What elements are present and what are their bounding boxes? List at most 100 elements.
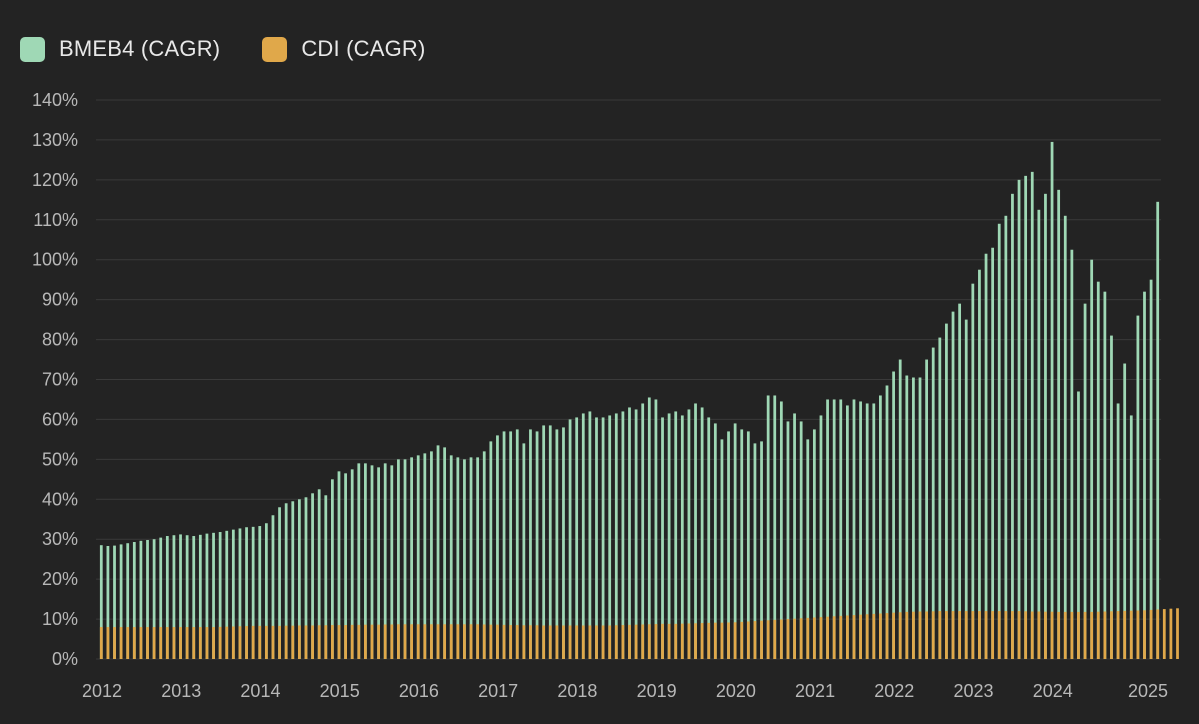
- bar-bmeb4[interactable]: [1077, 391, 1080, 659]
- bar-bmeb4[interactable]: [456, 457, 460, 659]
- bar-cdi[interactable]: [581, 625, 585, 659]
- bar-bmeb4[interactable]: [628, 407, 631, 659]
- bar-bmeb4[interactable]: [614, 413, 618, 659]
- bar-cdi[interactable]: [766, 620, 770, 659]
- bar-cdi[interactable]: [1037, 611, 1041, 659]
- bar-cdi[interactable]: [1129, 610, 1133, 659]
- bar-bmeb4[interactable]: [1070, 249, 1074, 660]
- bar-bmeb4[interactable]: [634, 409, 638, 659]
- bar-bmeb4[interactable]: [297, 499, 301, 659]
- bar-bmeb4[interactable]: [1096, 281, 1100, 659]
- bar-bmeb4[interactable]: [753, 443, 757, 659]
- bar-bmeb4[interactable]: [865, 403, 869, 659]
- bar-bmeb4[interactable]: [146, 540, 149, 659]
- bar-cdi[interactable]: [925, 611, 928, 659]
- bar-bmeb4[interactable]: [621, 411, 625, 659]
- bar-bmeb4[interactable]: [707, 417, 711, 659]
- bar-cdi[interactable]: [773, 619, 777, 659]
- bar-cdi[interactable]: [727, 622, 730, 659]
- bar-cdi[interactable]: [634, 624, 638, 659]
- bar-cdi[interactable]: [509, 625, 513, 659]
- bar-bmeb4[interactable]: [667, 413, 671, 659]
- bar-cdi[interactable]: [469, 624, 473, 659]
- legend-item-cdi[interactable]: CDI (CAGR): [262, 36, 425, 62]
- bar-bmeb4[interactable]: [212, 532, 215, 659]
- bar-bmeb4[interactable]: [733, 423, 737, 659]
- bar-cdi[interactable]: [971, 611, 975, 659]
- bar-cdi[interactable]: [945, 611, 948, 659]
- bar-bmeb4[interactable]: [654, 399, 658, 659]
- bar-cdi[interactable]: [647, 624, 651, 659]
- bar-bmeb4[interactable]: [185, 535, 189, 659]
- bar-cdi[interactable]: [779, 619, 783, 659]
- bar-bmeb4[interactable]: [1090, 259, 1094, 659]
- bar-cdi[interactable]: [515, 625, 519, 659]
- bar-cdi[interactable]: [614, 625, 618, 659]
- bar-cdi[interactable]: [317, 625, 321, 659]
- bar-bmeb4[interactable]: [324, 495, 328, 659]
- bar-bmeb4[interactable]: [152, 539, 156, 659]
- bar-bmeb4[interactable]: [278, 507, 281, 659]
- bar-bmeb4[interactable]: [238, 528, 242, 659]
- bar-bmeb4[interactable]: [449, 455, 453, 659]
- bar-cdi[interactable]: [786, 619, 790, 659]
- bar-cdi[interactable]: [746, 621, 750, 659]
- bar-bmeb4[interactable]: [304, 497, 308, 659]
- bar-cdi[interactable]: [383, 624, 387, 659]
- bar-cdi[interactable]: [482, 624, 486, 659]
- bar-cdi[interactable]: [951, 611, 955, 659]
- bar-cdi[interactable]: [324, 625, 328, 659]
- bar-bmeb4[interactable]: [271, 515, 275, 659]
- bar-bmeb4[interactable]: [925, 359, 928, 659]
- bar-cdi[interactable]: [449, 624, 453, 659]
- bar-bmeb4[interactable]: [839, 399, 843, 659]
- bar-bmeb4[interactable]: [859, 401, 862, 659]
- bar-bmeb4[interactable]: [126, 543, 130, 659]
- bar-bmeb4[interactable]: [515, 429, 519, 659]
- bar-cdi[interactable]: [1063, 611, 1067, 659]
- bar-cdi[interactable]: [364, 624, 367, 659]
- bar-bmeb4[interactable]: [786, 421, 790, 659]
- bar-bmeb4[interactable]: [1044, 193, 1047, 659]
- bar-cdi[interactable]: [1136, 610, 1140, 659]
- bar-bmeb4[interactable]: [812, 429, 816, 659]
- bar-cdi[interactable]: [291, 625, 295, 659]
- bar-cdi[interactable]: [231, 626, 235, 659]
- bar-bmeb4[interactable]: [1083, 303, 1087, 659]
- bar-bmeb4[interactable]: [469, 457, 473, 659]
- bar-bmeb4[interactable]: [687, 409, 691, 659]
- bar-cdi[interactable]: [1050, 611, 1054, 659]
- bar-cdi[interactable]: [898, 612, 902, 659]
- bar-bmeb4[interactable]: [1057, 189, 1061, 659]
- bar-cdi[interactable]: [832, 616, 836, 659]
- bar-cdi[interactable]: [918, 611, 922, 659]
- bar-bmeb4[interactable]: [225, 530, 229, 659]
- bar-bmeb4[interactable]: [548, 425, 552, 659]
- bar-bmeb4[interactable]: [799, 421, 803, 659]
- bar-cdi[interactable]: [713, 622, 717, 659]
- bar-bmeb4[interactable]: [179, 534, 182, 659]
- bar-bmeb4[interactable]: [1037, 209, 1041, 660]
- bar-cdi[interactable]: [146, 627, 149, 659]
- bar-bmeb4[interactable]: [218, 532, 222, 659]
- bar-cdi[interactable]: [984, 611, 988, 659]
- bar-bmeb4[interactable]: [331, 479, 334, 659]
- bar-cdi[interactable]: [575, 625, 579, 659]
- bar-bmeb4[interactable]: [529, 429, 532, 659]
- bar-bmeb4[interactable]: [601, 417, 605, 659]
- bar-cdi[interactable]: [839, 615, 843, 659]
- bar-cdi[interactable]: [799, 618, 803, 659]
- bar-cdi[interactable]: [1162, 609, 1166, 659]
- bar-cdi[interactable]: [535, 625, 539, 659]
- bar-bmeb4[interactable]: [700, 407, 704, 659]
- bar-cdi[interactable]: [529, 625, 532, 659]
- bar-bmeb4[interactable]: [951, 311, 955, 659]
- bar-cdi[interactable]: [654, 624, 658, 659]
- bar-cdi[interactable]: [502, 624, 506, 659]
- bar-cdi[interactable]: [423, 624, 427, 659]
- bar-cdi[interactable]: [1004, 611, 1008, 659]
- bar-cdi[interactable]: [397, 624, 400, 659]
- bar-bmeb4[interactable]: [892, 371, 895, 659]
- bar-cdi[interactable]: [542, 625, 546, 659]
- bar-cdi[interactable]: [1083, 611, 1087, 659]
